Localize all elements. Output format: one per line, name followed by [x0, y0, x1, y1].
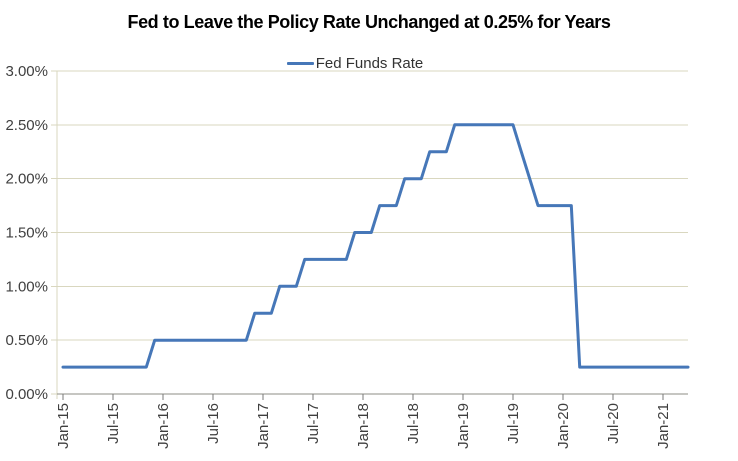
- chart-title: Fed to Leave the Policy Rate Unchanged a…: [127, 12, 611, 32]
- legend-line-swatch: [286, 62, 314, 65]
- x-axis-label: Jan-21: [655, 403, 672, 449]
- x-axis-label: Jan-19: [455, 403, 472, 449]
- x-axis-label: Jul-19: [505, 403, 522, 444]
- x-axis-label: Jan-20: [555, 403, 572, 449]
- x-axis-label: Jul-18: [405, 403, 422, 444]
- y-axis-label: 2.00%: [5, 171, 48, 188]
- x-axis-label: Jul-16: [205, 403, 222, 444]
- x-axis-label: Jan-18: [355, 403, 372, 449]
- legend-label: Fed Funds Rate: [315, 55, 424, 72]
- fed-funds-rate-line: [61, 123, 690, 369]
- x-axis-label: Jan-15: [55, 403, 72, 449]
- x-axis-label: Jan-16: [155, 403, 172, 449]
- y-axis-label: 2.50%: [5, 117, 48, 134]
- x-axis-label: Jul-15: [105, 403, 122, 444]
- y-axis-label: 3.00%: [5, 63, 48, 80]
- y-axis-label: 0.50%: [5, 332, 48, 349]
- legend: Fed Funds Rate: [0, 55, 724, 72]
- x-axis-label: Jan-17: [255, 403, 272, 449]
- y-axis-label: 1.50%: [5, 225, 48, 242]
- x-axis-label: Jul-20: [605, 403, 622, 444]
- x-axis-label: Jul-17: [305, 403, 322, 444]
- y-axis-label: 0.00%: [5, 386, 48, 403]
- y-axis-label: 1.00%: [5, 278, 48, 295]
